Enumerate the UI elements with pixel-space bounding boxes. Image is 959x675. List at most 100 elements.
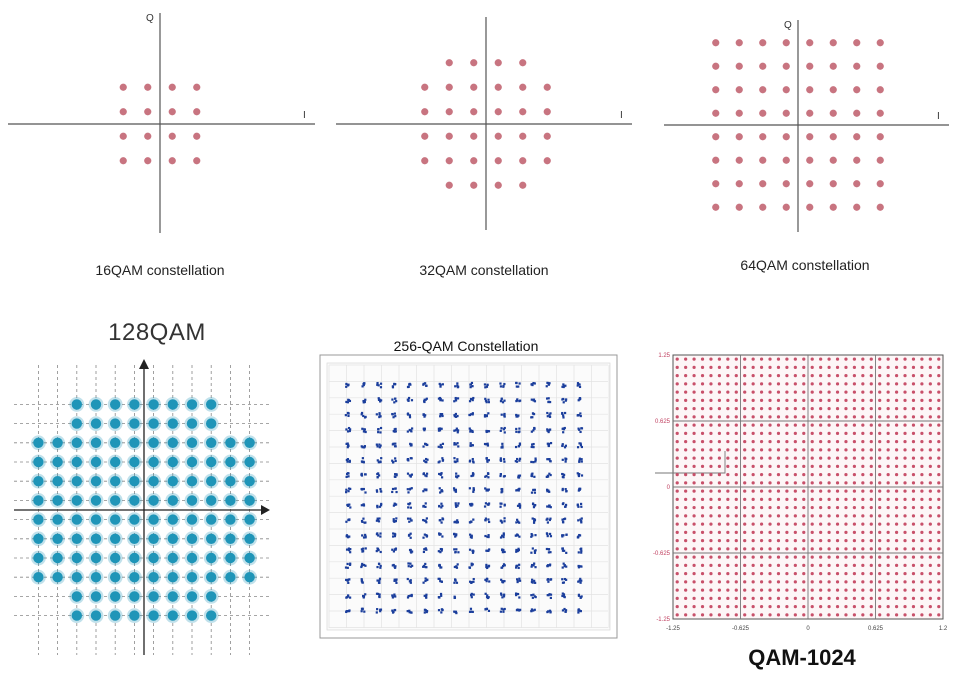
constellation-point	[700, 563, 705, 567]
constellation-point	[776, 431, 781, 435]
constellation-point	[844, 580, 848, 584]
qam128-title: 128QAM	[108, 319, 206, 346]
constellation-point	[206, 495, 217, 506]
constellation-sample	[577, 519, 580, 522]
constellation-sample	[422, 445, 425, 448]
constellation-point	[911, 473, 916, 477]
constellation-sample	[503, 520, 506, 523]
region-marker	[655, 451, 726, 474]
constellation-sample	[379, 490, 382, 493]
constellation-sample	[514, 460, 517, 463]
constellation-sample	[346, 460, 349, 463]
constellation-point	[911, 530, 916, 534]
constellation-point	[802, 522, 806, 526]
constellation-sample	[378, 593, 381, 596]
constellation-sample	[483, 442, 487, 446]
constellation-sample	[532, 593, 535, 596]
i-axis-label: I	[937, 111, 940, 122]
constellation-sample	[456, 442, 459, 445]
constellation-point	[793, 440, 797, 444]
constellation-point	[835, 514, 840, 518]
constellation-sample	[453, 457, 456, 460]
constellation-point	[700, 407, 705, 411]
constellation-sample	[392, 532, 395, 535]
constellation-point	[751, 357, 755, 361]
constellation-point	[802, 547, 806, 551]
constellation-sample	[348, 503, 351, 506]
constellation-point	[878, 464, 882, 468]
constellation-point	[819, 423, 823, 427]
constellation-point	[700, 547, 705, 551]
constellation-sample	[408, 611, 411, 614]
constellation-point	[937, 605, 941, 609]
constellation-sample	[500, 427, 503, 430]
constellation-point	[717, 365, 722, 369]
constellation-point	[903, 440, 907, 444]
constellation-point	[712, 39, 720, 47]
constellation-sample	[564, 505, 567, 508]
constellation-point	[793, 481, 797, 485]
constellation-point	[806, 133, 814, 141]
constellation-sample	[561, 592, 564, 595]
constellation-point	[759, 374, 764, 378]
qam16-caption: 16QAM constellation	[95, 262, 225, 278]
constellation-sample	[406, 398, 409, 401]
constellation-sample	[457, 551, 460, 554]
constellation-sample	[515, 385, 518, 388]
constellation-point	[751, 580, 755, 584]
constellation-point	[810, 473, 814, 477]
constellation-point	[876, 156, 884, 164]
constellation-sample	[472, 396, 475, 400]
constellation-point	[768, 365, 772, 369]
constellation-sample	[500, 413, 503, 416]
constellation-sample	[485, 443, 488, 446]
constellation-point	[675, 580, 679, 584]
constellation-sample	[561, 488, 564, 492]
constellation-point	[743, 407, 747, 411]
constellation-sample	[518, 579, 522, 582]
constellation-point	[793, 464, 797, 468]
constellation-point	[782, 133, 790, 141]
constellation-point	[675, 514, 679, 518]
constellation-point	[743, 456, 747, 460]
constellation-sample	[409, 532, 412, 535]
constellation-point	[827, 481, 831, 485]
constellation-sample	[363, 445, 366, 448]
constellation-sample	[378, 443, 381, 446]
constellation-sample	[516, 504, 520, 507]
constellation-sample	[502, 533, 505, 536]
constellation-point	[903, 530, 907, 534]
constellation-point	[920, 473, 924, 477]
constellation-sample	[580, 520, 583, 523]
constellation-point	[186, 476, 198, 487]
constellation-sample	[577, 489, 580, 492]
constellation-point	[878, 605, 882, 609]
constellation-point	[793, 390, 797, 394]
constellation-sample	[453, 443, 456, 446]
constellation-sample	[456, 563, 459, 566]
constellation-sample	[562, 593, 566, 596]
constellation-sample	[532, 446, 535, 449]
constellation-sample	[487, 401, 490, 404]
constellation-point	[726, 588, 730, 592]
constellation-point	[225, 476, 236, 487]
constellation-point	[734, 365, 738, 369]
constellation-point	[684, 522, 688, 526]
constellation-sample	[395, 490, 398, 494]
constellation-sample	[577, 427, 580, 430]
constellation-sample	[438, 396, 442, 400]
constellation-sample	[516, 489, 519, 492]
constellation-point	[937, 506, 941, 510]
constellation-sample	[392, 550, 396, 553]
constellation-point	[684, 506, 688, 510]
constellation-point	[71, 533, 83, 544]
constellation-point	[768, 530, 772, 534]
constellation-point	[793, 448, 797, 452]
constellation-sample	[437, 609, 441, 612]
constellation-point	[684, 555, 688, 559]
constellation-point	[692, 407, 696, 411]
constellation-sample	[425, 593, 428, 596]
constellation-point	[937, 497, 941, 501]
x-tick-label: -1.25	[666, 626, 680, 632]
constellation-sample	[516, 580, 519, 584]
